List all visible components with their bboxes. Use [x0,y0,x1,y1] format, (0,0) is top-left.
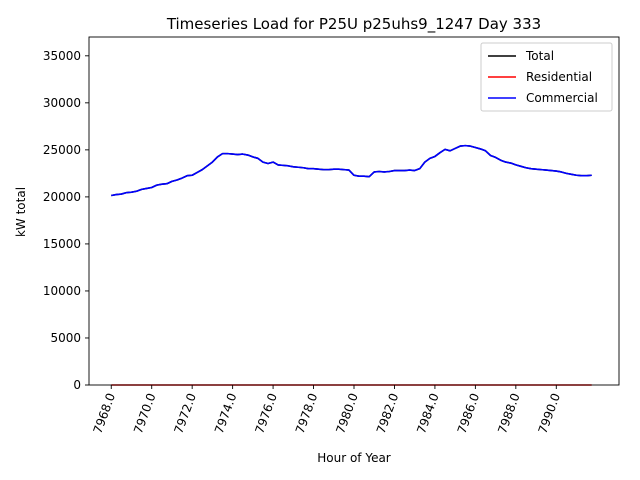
y-tick-label: 25000 [43,143,81,157]
x-axis-label: Hour of Year [317,451,391,465]
y-tick-label: 35000 [43,49,81,63]
legend-label-total: Total [525,49,554,63]
y-tick-label: 5000 [50,331,81,345]
y-tick-label: 15000 [43,237,81,251]
legend: Total Residential Commercial [480,42,613,112]
y-tick-label: 30000 [43,96,81,110]
chart-title: Timeseries Load for P25U p25uhs9_1247 Da… [166,15,541,34]
y-tick-label: 20000 [43,190,81,204]
series-line-commercial [111,144,592,197]
legend-label-commercial: Commercial [526,91,598,105]
legend-box [480,42,613,112]
y-axis-label: kW total [14,187,28,237]
y-tick-label: 0 [73,378,81,392]
legend-label-residential: Residential [526,70,592,84]
y-tick-label: 10000 [43,284,81,298]
